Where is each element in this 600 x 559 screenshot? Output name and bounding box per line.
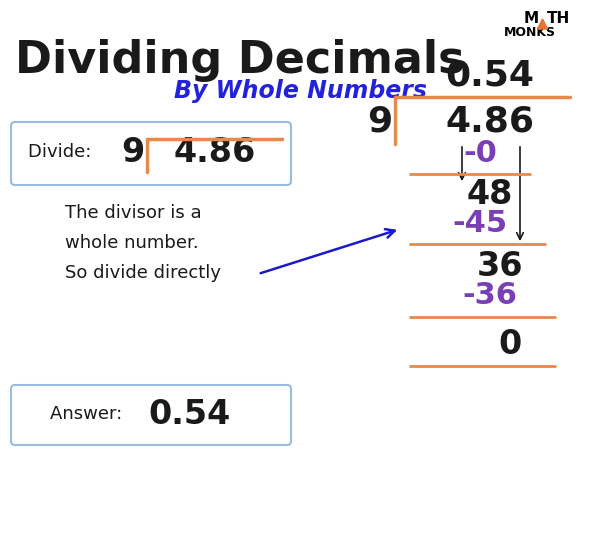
Text: whole number.: whole number. bbox=[65, 234, 199, 252]
Text: M: M bbox=[524, 11, 539, 26]
Text: 36: 36 bbox=[477, 249, 523, 282]
Text: 4.86: 4.86 bbox=[174, 135, 256, 168]
Text: 0.54: 0.54 bbox=[149, 397, 231, 430]
Text: MONKS: MONKS bbox=[504, 26, 556, 39]
Text: So divide directly: So divide directly bbox=[65, 264, 221, 282]
Text: -36: -36 bbox=[463, 282, 517, 310]
Text: Answer:: Answer: bbox=[50, 405, 128, 423]
Text: 4.86: 4.86 bbox=[445, 104, 535, 138]
Text: 48: 48 bbox=[467, 178, 513, 211]
Text: The divisor is a: The divisor is a bbox=[65, 204, 202, 222]
Text: TH: TH bbox=[547, 11, 570, 26]
Text: -45: -45 bbox=[452, 210, 508, 239]
Text: By Whole Numbers: By Whole Numbers bbox=[173, 79, 427, 103]
Text: -0: -0 bbox=[463, 140, 497, 168]
Text: 0.54: 0.54 bbox=[445, 59, 535, 93]
Text: Divide:: Divide: bbox=[28, 143, 97, 161]
FancyBboxPatch shape bbox=[11, 122, 291, 185]
FancyBboxPatch shape bbox=[11, 385, 291, 445]
Text: 9: 9 bbox=[367, 104, 392, 138]
Text: Dividing Decimals: Dividing Decimals bbox=[15, 39, 464, 82]
Polygon shape bbox=[538, 19, 548, 29]
Text: 0: 0 bbox=[499, 328, 521, 361]
Text: 9: 9 bbox=[121, 135, 145, 168]
